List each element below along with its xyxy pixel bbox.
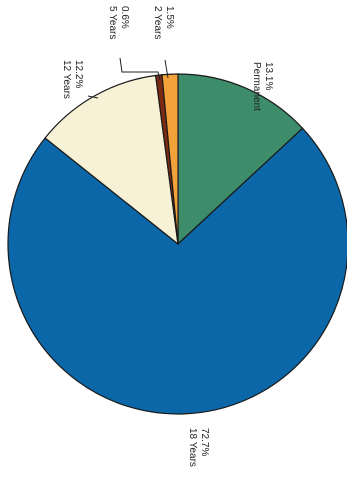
leader-lines-group xyxy=(87,57,169,99)
slice-value-12-years: 12.2% xyxy=(73,60,84,88)
leader-line-12-years xyxy=(87,95,99,99)
slice-value-2-years: 1.5% xyxy=(164,6,175,29)
slice-value-18-years: 72.7% xyxy=(199,428,210,456)
leader-line-5-years xyxy=(119,57,161,81)
slice-label-18-years: 18 Years 72.7% xyxy=(187,428,210,467)
slices-group xyxy=(7,73,347,415)
leader-line-2-years xyxy=(164,59,169,79)
slice-label-5-years: 5 Years 0.6% xyxy=(107,6,130,39)
slice-value-permanent: 13.1% xyxy=(263,62,274,90)
slice-name-2-years: 2 Years xyxy=(152,6,163,39)
slice-label-12-years: 12 Years 12.2% xyxy=(61,60,84,99)
pie-slice-12-years xyxy=(44,74,179,246)
pie-slice-18-years xyxy=(7,127,347,415)
slice-name-permanent: Permanent xyxy=(251,62,262,111)
slice-name-5-years: 5 Years xyxy=(107,6,118,39)
slice-value-5-years: 0.6% xyxy=(119,6,130,29)
slice-name-12-years: 12 Years xyxy=(61,60,72,99)
pie-slice-2-years xyxy=(161,73,179,245)
slice-name-18-years: 18 Years xyxy=(187,428,198,467)
labels-group: Permanent 13.1% 18 Years 72.7% 12 Years 12.2%… xyxy=(61,6,274,467)
slice-label-permanent: Permanent 13.1% xyxy=(251,62,274,111)
slice-label-2-years: 2 Years 1.5% xyxy=(152,6,175,39)
pie-slice-permanent xyxy=(177,73,304,246)
